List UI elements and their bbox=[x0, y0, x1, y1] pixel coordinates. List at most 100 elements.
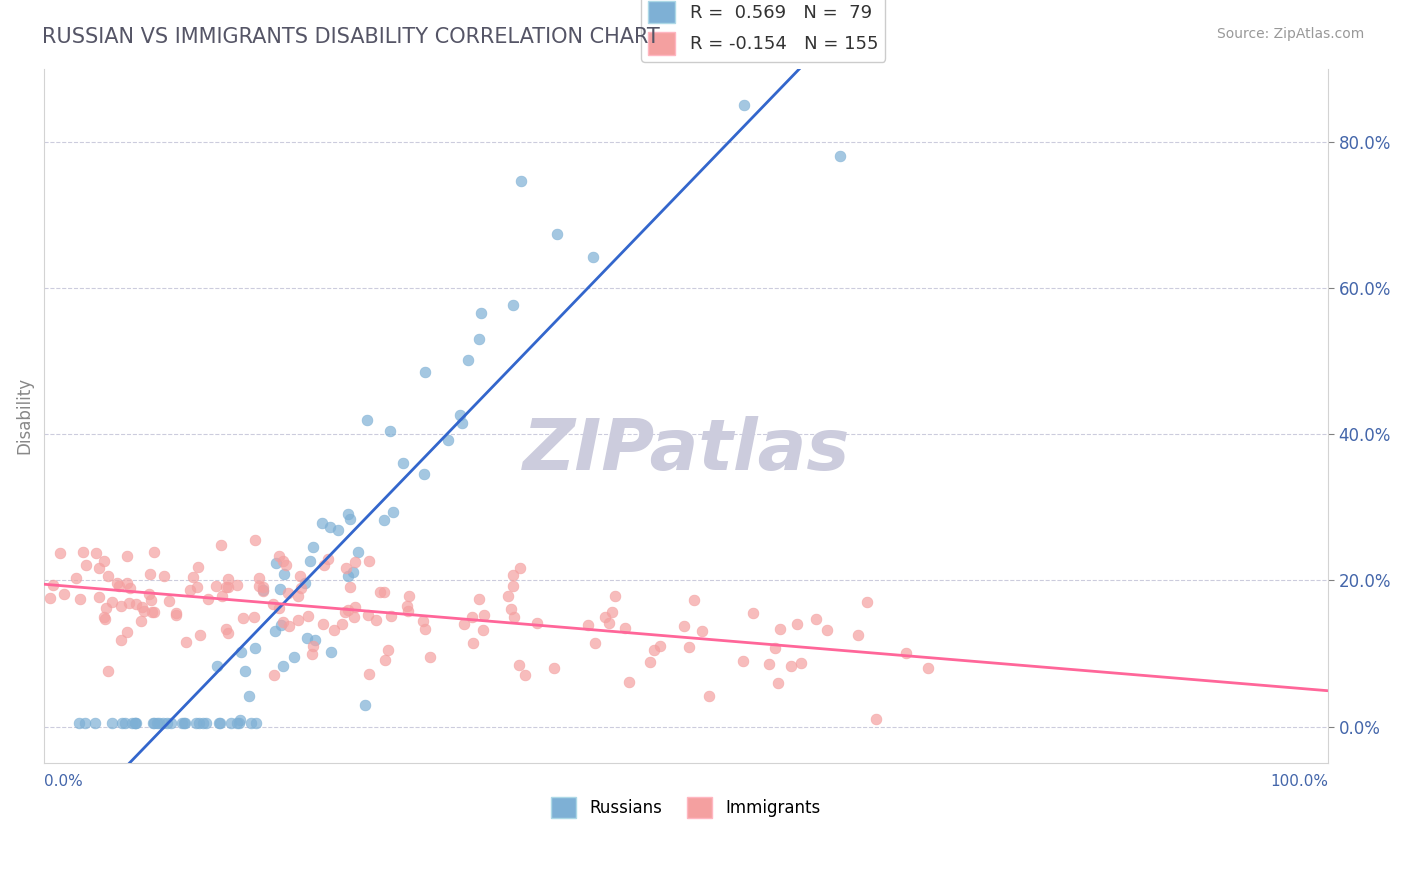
Russians bbox=[121, 715, 143, 730]
Immigrants bbox=[323, 623, 346, 637]
Russians bbox=[174, 715, 197, 730]
Immigrants bbox=[166, 608, 188, 623]
Immigrants bbox=[576, 618, 599, 632]
Russians bbox=[299, 554, 322, 568]
Immigrants bbox=[174, 635, 197, 649]
Russians bbox=[233, 664, 256, 678]
Russians bbox=[172, 715, 194, 730]
Immigrants bbox=[357, 554, 380, 568]
Russians bbox=[207, 659, 229, 673]
Russians bbox=[73, 715, 96, 730]
Russians bbox=[264, 624, 287, 638]
Immigrants bbox=[181, 570, 204, 584]
Immigrants bbox=[139, 592, 162, 607]
Russians bbox=[449, 408, 471, 422]
Immigrants bbox=[602, 605, 624, 619]
Immigrants bbox=[398, 589, 420, 603]
Immigrants bbox=[242, 609, 264, 624]
Russians bbox=[347, 545, 370, 559]
Immigrants bbox=[377, 642, 399, 657]
Immigrants bbox=[97, 568, 120, 582]
Text: 100.0%: 100.0% bbox=[1270, 774, 1329, 789]
Immigrants bbox=[543, 661, 565, 675]
Immigrants bbox=[758, 657, 780, 672]
Russians bbox=[269, 582, 291, 596]
Russians bbox=[321, 645, 343, 659]
Immigrants bbox=[273, 615, 295, 630]
Immigrants bbox=[115, 624, 138, 639]
Immigrants bbox=[125, 597, 148, 611]
Russians bbox=[392, 456, 415, 470]
Russians bbox=[152, 715, 174, 730]
Immigrants bbox=[209, 538, 232, 552]
Immigrants bbox=[52, 587, 75, 601]
Immigrants bbox=[509, 561, 531, 575]
Immigrants bbox=[252, 580, 274, 594]
Immigrants bbox=[142, 544, 165, 558]
Immigrants bbox=[273, 554, 295, 568]
Immigrants bbox=[269, 549, 291, 563]
Immigrants bbox=[94, 601, 117, 615]
Immigrants bbox=[247, 579, 270, 593]
Russians bbox=[264, 557, 287, 571]
Immigrants bbox=[846, 628, 869, 642]
Russians bbox=[356, 412, 378, 426]
Immigrants bbox=[118, 596, 141, 610]
Immigrants bbox=[419, 650, 441, 665]
Immigrants bbox=[415, 622, 437, 636]
Immigrants bbox=[117, 576, 139, 591]
Immigrants bbox=[277, 585, 299, 599]
Russians bbox=[470, 306, 492, 320]
Russians bbox=[124, 715, 146, 730]
Immigrants bbox=[412, 614, 434, 628]
Immigrants bbox=[97, 665, 120, 679]
Russians bbox=[413, 467, 436, 481]
Immigrants bbox=[697, 690, 720, 704]
Immigrants bbox=[499, 602, 522, 616]
Immigrants bbox=[373, 585, 395, 599]
Immigrants bbox=[120, 581, 142, 595]
Russians bbox=[238, 690, 260, 704]
Russians bbox=[252, 582, 274, 597]
Immigrants bbox=[472, 608, 495, 623]
Russians bbox=[184, 715, 207, 730]
Immigrants bbox=[472, 624, 495, 638]
Immigrants bbox=[508, 658, 530, 673]
Russians bbox=[294, 576, 316, 591]
Immigrants bbox=[766, 675, 789, 690]
Immigrants bbox=[648, 639, 671, 653]
Russians bbox=[207, 715, 229, 730]
Immigrants bbox=[513, 668, 536, 682]
Russians bbox=[156, 715, 179, 730]
Immigrants bbox=[374, 653, 396, 667]
Russians bbox=[271, 658, 294, 673]
Immigrants bbox=[583, 636, 606, 650]
Immigrants bbox=[339, 580, 361, 594]
Immigrants bbox=[288, 569, 311, 583]
Immigrants bbox=[49, 546, 72, 560]
Immigrants bbox=[332, 616, 354, 631]
Russians bbox=[380, 424, 402, 438]
Immigrants bbox=[39, 591, 62, 606]
Russians bbox=[148, 715, 170, 730]
Russians bbox=[733, 98, 755, 112]
Russians bbox=[114, 715, 136, 730]
Russians bbox=[342, 565, 364, 579]
Immigrants bbox=[461, 610, 484, 624]
Russians bbox=[295, 631, 318, 645]
Immigrants bbox=[263, 668, 285, 682]
Russians bbox=[339, 512, 361, 526]
Immigrants bbox=[768, 622, 790, 636]
Immigrants bbox=[93, 610, 115, 624]
Russians bbox=[188, 715, 211, 730]
Immigrants bbox=[225, 578, 247, 592]
Russians bbox=[124, 715, 146, 730]
Immigrants bbox=[683, 593, 706, 607]
Immigrants bbox=[105, 576, 128, 591]
Russians bbox=[219, 715, 242, 730]
Immigrants bbox=[733, 654, 755, 668]
Immigrants bbox=[894, 646, 917, 660]
Immigrants bbox=[138, 586, 160, 600]
Russians bbox=[502, 298, 524, 312]
Russians bbox=[245, 715, 267, 730]
